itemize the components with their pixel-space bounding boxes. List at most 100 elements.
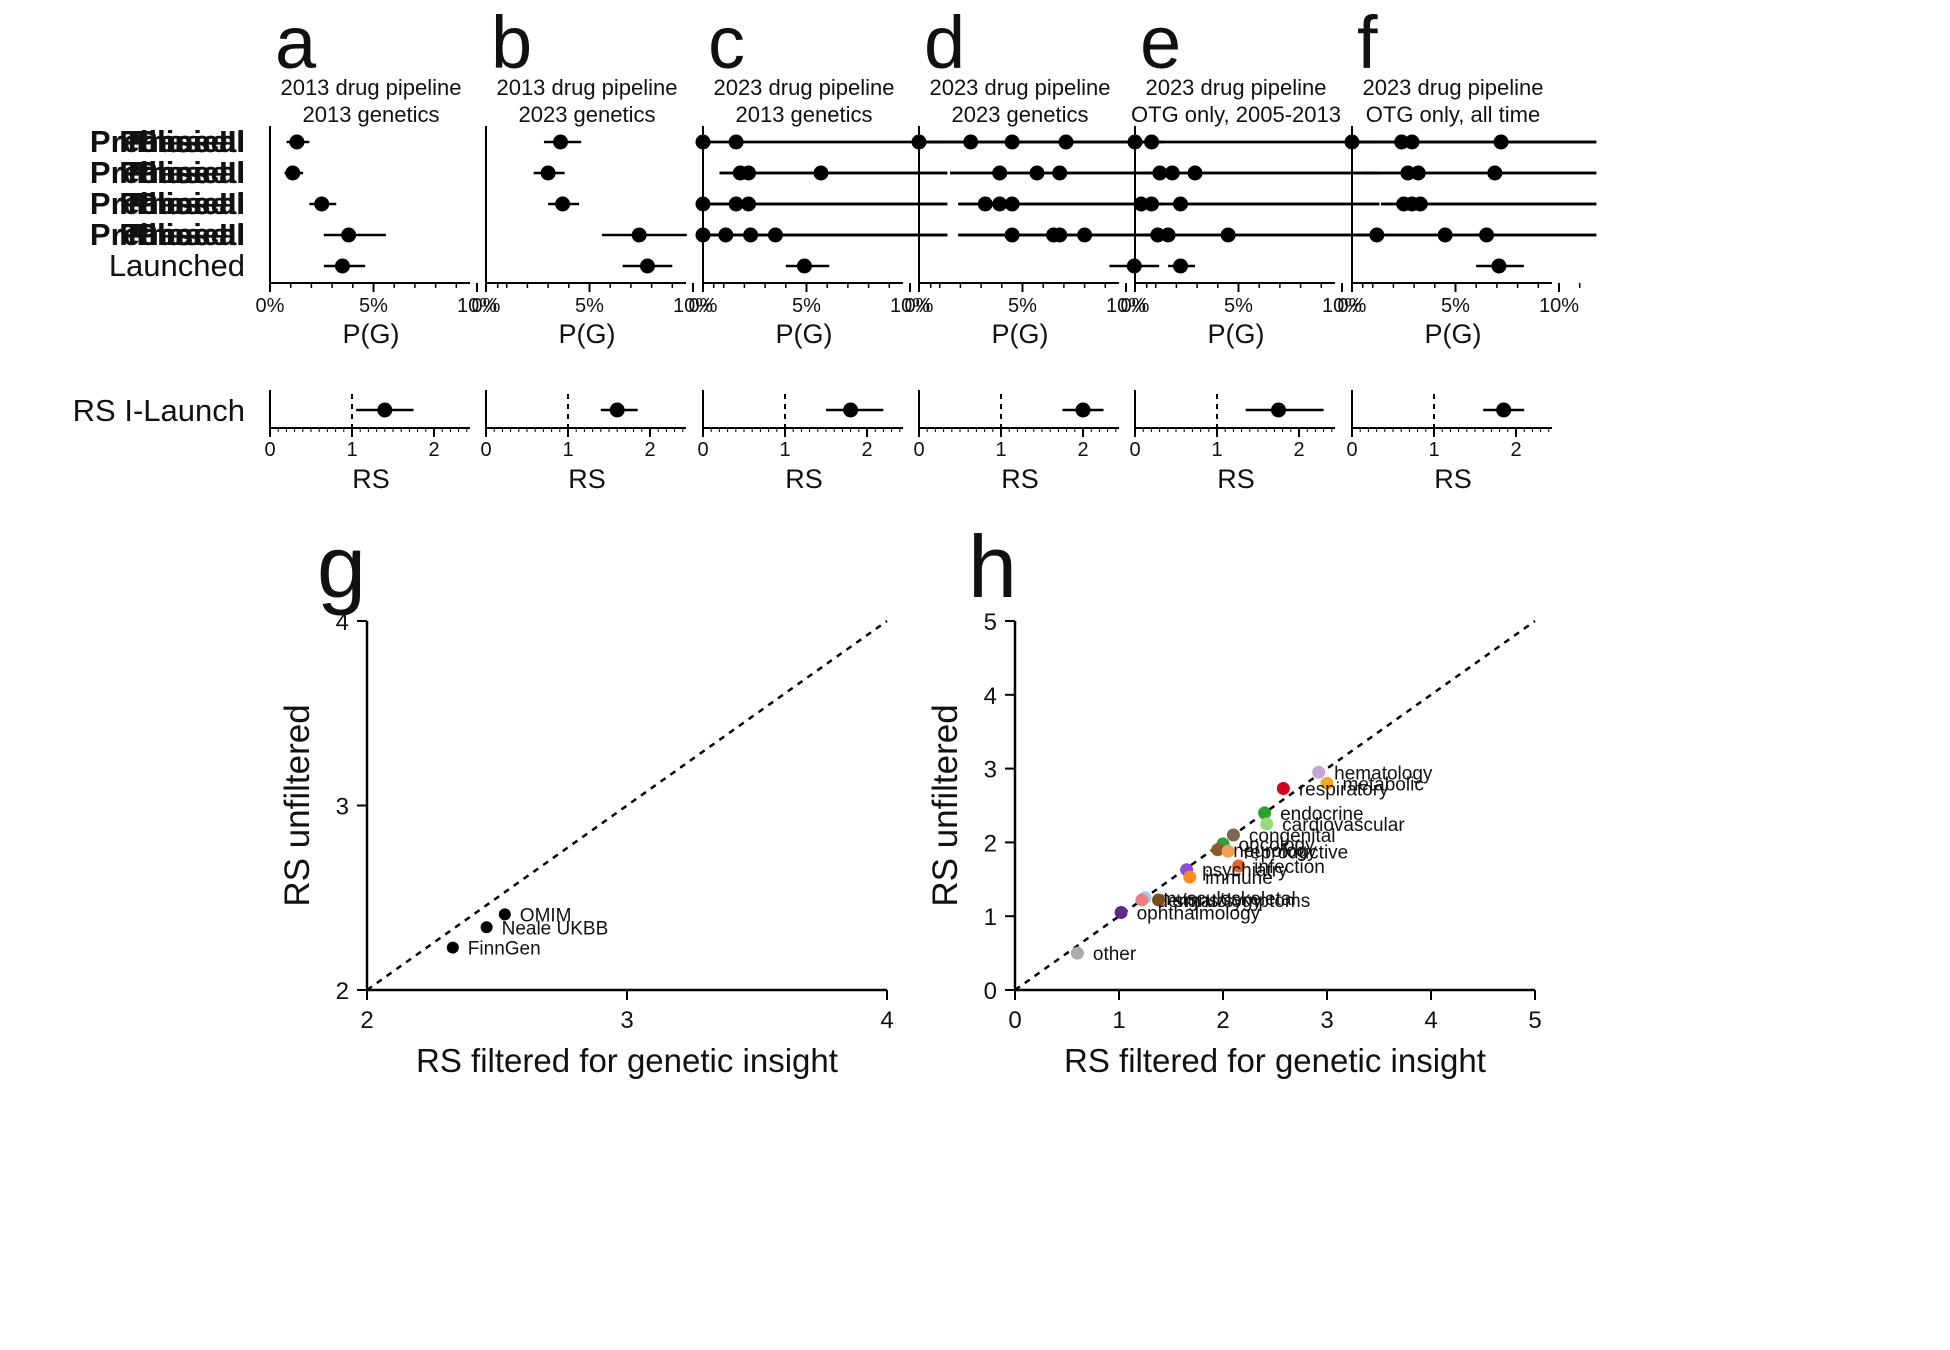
point-label: signs/symptoms [1174,891,1310,912]
data-point [1144,196,1160,212]
x-axis-label: P(G) [776,319,833,349]
x-tick-label: 3 [620,1007,633,1034]
data-point [1127,134,1143,150]
row-label: Preclinical [90,155,245,190]
data-point [1221,844,1235,858]
point-label: hematology [1334,763,1433,784]
rs-tick-label: 1 [995,439,1006,461]
rs-tick-label: 2 [1077,439,1088,461]
x-tick-label: 1 [1112,1007,1125,1034]
panel-letter-c: c [708,1,745,84]
data-point [992,165,1008,181]
x-tick-label: 5 [1528,1007,1541,1034]
row-label: Phase II [128,155,245,190]
row-label: Phase I [136,155,245,190]
y-tick-label: 3 [336,794,349,821]
data-point [796,258,812,274]
data-point [1258,806,1272,820]
rs-tick-label: 2 [428,439,439,461]
data-point [555,196,571,212]
rs-axis-label: RS [352,464,390,494]
x-tick-label: 5% [1224,295,1253,317]
data-point [1312,765,1326,779]
data-point [1058,134,1074,150]
data-point [631,227,647,243]
x-tick-label: 10% [1106,295,1146,317]
rs-tick-label: 2 [644,439,655,461]
data-point [813,165,829,181]
point-label: endocrine [1280,804,1363,825]
panel-subtitle-line1: 2013 drug pipeline [280,75,461,100]
point-label: musculoskeletal [1161,889,1296,910]
x-tick-label: 5% [1008,295,1037,317]
y-tick-label: 5 [984,609,997,636]
data-point [314,196,330,212]
x-axis-label: RS filtered for genetic insight [416,1042,838,1079]
data-point [1150,227,1166,243]
x-axis-label: P(G) [343,319,400,349]
point-label: metabolic [1343,774,1424,795]
data-point [1004,227,1020,243]
data-point [1410,165,1426,181]
data-point [1394,134,1410,150]
row-label: Phase III [119,186,245,221]
point-label: dermatology [1157,891,1262,912]
panel-subtitle-line2: OTG only, all time [1366,102,1540,127]
x-tick-label: 4 [1424,1007,1437,1034]
x-tick-label: 5% [359,295,388,317]
point-label: congenital [1249,826,1336,847]
data-point [1173,258,1189,274]
point-label: FinnGen [468,939,541,960]
data-point [728,196,744,212]
panel-letter-h: h [968,517,1017,616]
x-tick-label: 10% [890,295,930,317]
row-label: Phase III [119,217,245,252]
rs-tick-label: 0 [697,439,708,461]
panel-letter-g: g [317,517,366,616]
rs-tick-label: 0 [913,439,924,461]
point-label: Neale UKBB [502,918,609,939]
x-axis-label: P(G) [1425,319,1482,349]
rs-point [1271,402,1286,418]
x-tick-label: 0% [905,295,934,317]
rs-tick-label: 2 [861,439,872,461]
rs-axis-label: RS [1217,464,1255,494]
rs-point [377,402,393,418]
x-axis-label: RS filtered for genetic insight [1064,1042,1486,1079]
rs-axis-label: RS [1001,464,1039,494]
data-point [1004,196,1020,212]
data-point [1344,134,1360,150]
row-label: Phase I [136,217,245,252]
data-point [1220,227,1236,243]
data-point [1052,227,1068,243]
data-point [992,196,1008,212]
data-point [1404,134,1420,150]
panel-subtitle-line1: 2023 drug pipeline [713,75,894,100]
row-label-launched: Launched [109,248,245,283]
panel-subtitle-line2: 2013 genetics [303,102,440,127]
x-tick-label: 0% [256,295,285,317]
identity-line [366,619,888,992]
data-point [1493,134,1509,150]
x-tick-label: 5% [792,295,821,317]
rs-tick-label: 0 [264,439,275,461]
data-point [1487,165,1503,181]
point-label: immune [1205,868,1273,889]
rs-tick-label: 1 [562,439,573,461]
y-tick-label: 2 [336,978,349,1005]
identity-line [1014,619,1536,992]
x-axis-label: P(G) [559,319,616,349]
x-tick-label: 0% [1121,295,1150,317]
data-point [963,134,979,150]
data-point [639,258,655,274]
data-point [1070,946,1084,960]
y-tick-label: 1 [984,904,997,931]
data-point [1077,227,1093,243]
panel-subtitle-line2: OTG only, 2005-2013 [1131,102,1341,127]
data-point [1260,817,1274,831]
y-tick-label: 4 [336,609,349,636]
panel-subtitle-line1: 2023 drug pipeline [1362,75,1543,100]
